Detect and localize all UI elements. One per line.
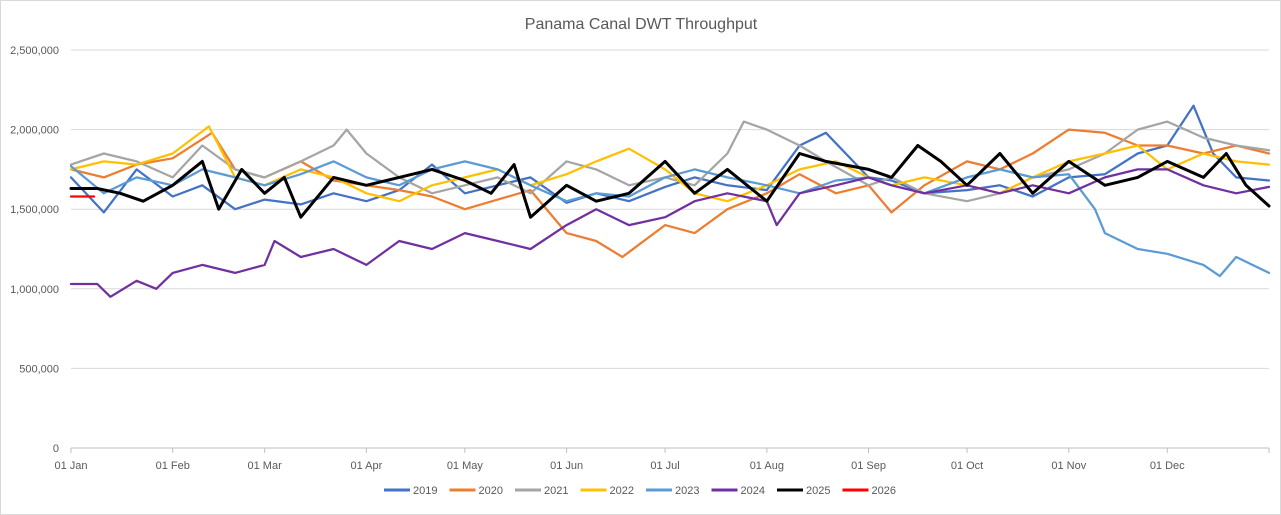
x-tick-label: 01 Feb: [156, 460, 190, 472]
legend-label-2022: 2022: [610, 485, 634, 497]
legend: 2019 2020 2021 2022 2023 2024 2025 2026: [384, 485, 896, 497]
y-tick-label: 2,000,000: [10, 125, 59, 137]
series-line-2025: [69, 144, 1271, 219]
series-line-2019: [69, 104, 1271, 214]
legend-label-2019: 2019: [413, 485, 437, 497]
series-line-2022: [69, 125, 1271, 203]
legend-label-2021: 2021: [544, 485, 568, 497]
legend-label-2020: 2020: [479, 485, 503, 497]
series-line-2020: [69, 128, 1271, 259]
x-tick-label: 01 Sep: [851, 460, 886, 472]
x-tick-label: 01 Dec: [1150, 460, 1185, 472]
x-tick-label: 01 Jul: [650, 460, 679, 472]
y-tick-label: 2,500,000: [10, 45, 59, 57]
x-tick-label: 01 Aug: [750, 460, 784, 472]
x-axis-ticks: 01 Jan 01 Feb 01 Mar 01 Apr 01 May 01 Jun 01 J…: [54, 448, 1270, 472]
x-tick-label: 01 Mar: [248, 460, 283, 472]
x-tick-label: 01 May: [447, 460, 484, 472]
y-tick-label: 1,000,000: [10, 284, 59, 296]
series-line-2023: [69, 160, 1271, 278]
legend-label-2024: 2024: [741, 485, 765, 497]
series-line-2021: [69, 120, 1271, 203]
chart-title: Panama Canal DWT Throughput: [525, 16, 758, 33]
legend-label-2023: 2023: [675, 485, 699, 497]
x-tick-label: 01 Nov: [1051, 460, 1086, 472]
series-line-2024: [69, 168, 1271, 298]
y-tick-label: 1,500,000: [10, 204, 59, 216]
legend-label-2025: 2025: [806, 485, 830, 497]
x-tick-label: 01 Jan: [54, 460, 87, 472]
y-axis-ticks: 0 500,000 1,000,000 1,500,000 2,000,000 2,500…: [10, 45, 59, 455]
y-tick-label: 500,000: [19, 363, 59, 375]
legend-label-2026: 2026: [872, 485, 896, 497]
series-lines: [69, 104, 1271, 298]
gridlines: [71, 49, 1269, 449]
x-tick-label: 01 Apr: [350, 460, 382, 472]
x-tick-label: 01 Jun: [550, 460, 583, 472]
x-tick-label: 01 Oct: [951, 460, 983, 472]
y-tick-label: 0: [53, 443, 59, 455]
